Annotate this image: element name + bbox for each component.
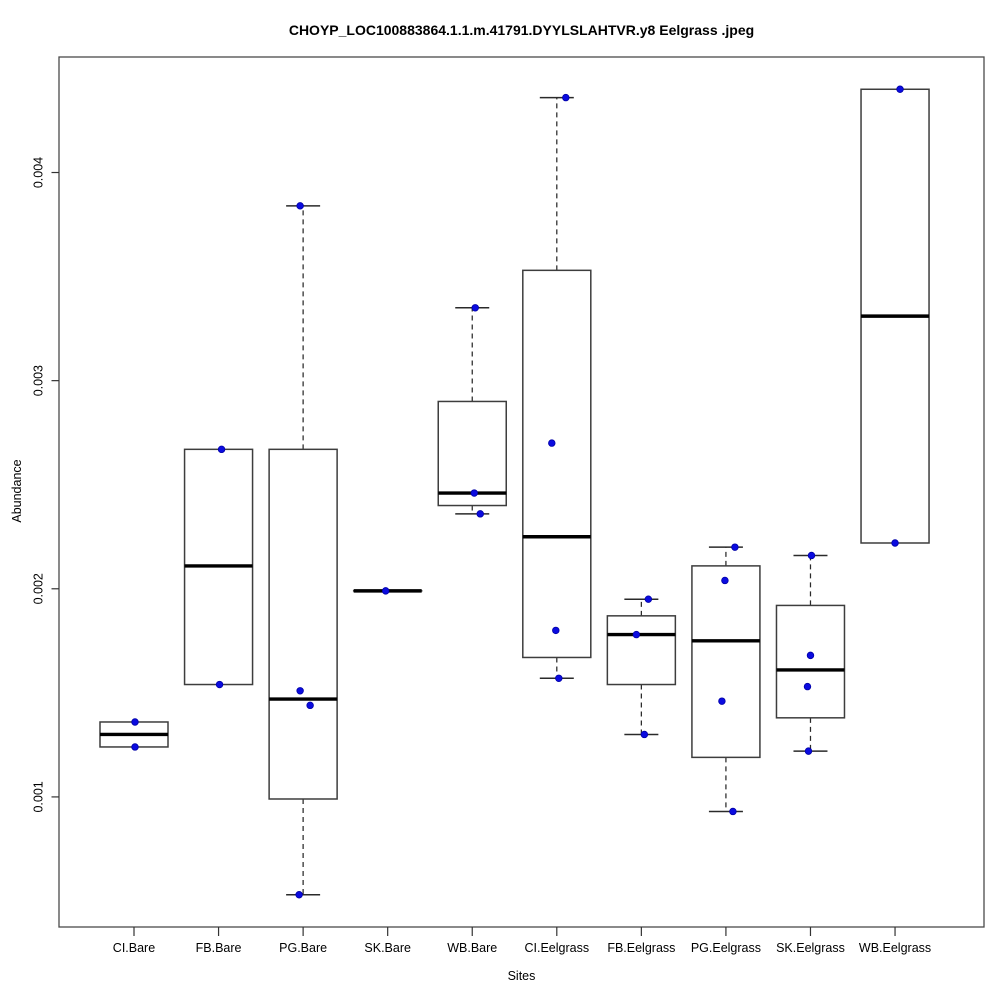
data-point-FB.Bare xyxy=(215,680,224,689)
y-tick-label: 0.003 xyxy=(31,365,45,396)
data-point-CI.Eelgrass xyxy=(562,93,570,102)
data-point-WB.Bare xyxy=(470,489,478,497)
x-tick-label: WB.Bare xyxy=(447,941,497,955)
data-point-PG.Eelgrass xyxy=(731,543,739,551)
x-tick-label: FB.Bare xyxy=(196,941,242,955)
x-tick-label: SK.Bare xyxy=(364,941,411,955)
x-tick-label: PG.Bare xyxy=(279,941,327,955)
data-point-FB.Eelgrass xyxy=(640,730,649,739)
x-axis-title: Sites xyxy=(507,969,536,983)
data-point-FB.Eelgrass xyxy=(644,595,653,603)
data-point-CI.Eelgrass xyxy=(552,626,560,635)
data-point-SK.Eelgrass xyxy=(804,747,813,755)
data-point-SK.Eelgrass xyxy=(803,682,812,691)
data-point-FB.Bare xyxy=(217,445,226,454)
data-point-FB.Eelgrass xyxy=(632,630,641,639)
box-PG.Eelgrass xyxy=(691,565,761,759)
data-point-CI.Bare xyxy=(131,718,139,726)
data-point-CI.Eelgrass xyxy=(548,439,556,447)
data-point-SK.Eelgrass xyxy=(806,651,815,660)
y-tick-label: 0.002 xyxy=(31,573,45,604)
x-tick-label: CI.Bare xyxy=(113,941,155,955)
data-point-PG.Bare xyxy=(295,891,303,899)
box-SK.Eelgrass xyxy=(775,604,846,719)
data-point-PG.Bare xyxy=(296,202,304,210)
chart-title: CHOYP_LOC100883864.1.1.m.41791.DYYLSLAHT… xyxy=(288,22,755,38)
box-PG.Bare xyxy=(268,448,338,800)
x-tick-label: CI.Eelgrass xyxy=(524,941,589,955)
data-point-CI.Bare xyxy=(131,743,139,751)
y-tick-label: 0.001 xyxy=(31,781,45,812)
x-tick-label: FB.Eelgrass xyxy=(607,941,675,955)
data-point-PG.Bare xyxy=(296,687,304,695)
box-CI.Eelgrass xyxy=(522,269,592,659)
data-point-PG.Eelgrass xyxy=(718,697,726,705)
x-tick-label: SK.Eelgrass xyxy=(776,941,845,955)
y-tick-label: 0.004 xyxy=(31,157,45,188)
x-tick-label: WB.Eelgrass xyxy=(859,941,931,955)
data-point-SK.Eelgrass xyxy=(807,551,816,560)
data-point-WB.Eelgrass xyxy=(896,85,904,93)
data-point-PG.Eelgrass xyxy=(729,807,737,816)
plot-frame xyxy=(58,56,985,928)
box-FB.Eelgrass xyxy=(606,615,677,686)
y-axis-title: Abundance xyxy=(10,459,24,523)
data-point-CI.Eelgrass xyxy=(555,674,563,682)
x-tick-label: PG.Eelgrass xyxy=(691,941,761,955)
data-point-WB.Eelgrass xyxy=(891,539,899,547)
data-point-PG.Bare xyxy=(306,701,314,710)
data-point-SK.Bare xyxy=(381,587,390,595)
data-point-WB.Bare xyxy=(476,510,484,518)
data-point-PG.Eelgrass xyxy=(721,576,729,585)
box-WB.Bare xyxy=(437,400,507,507)
data-point-WB.Bare xyxy=(471,304,479,312)
